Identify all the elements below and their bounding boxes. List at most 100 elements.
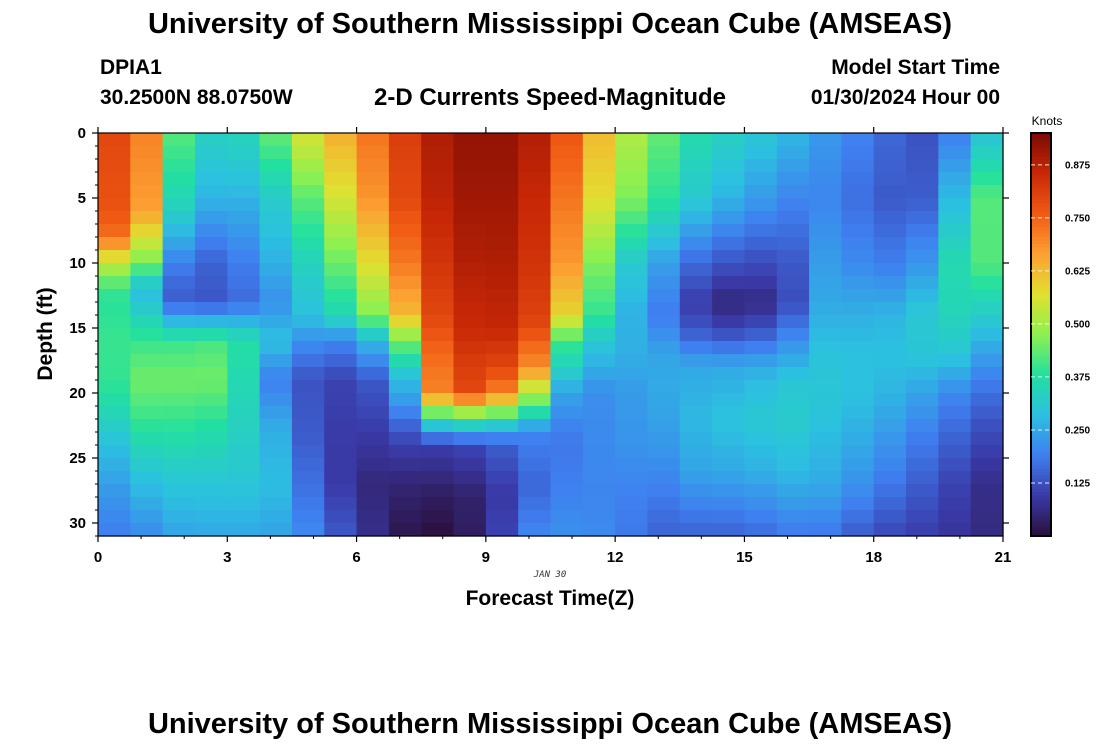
heatmap-cell	[291, 341, 325, 355]
colorbar-segment	[1031, 448, 1051, 453]
heatmap-cell	[809, 484, 842, 498]
heatmap-cell	[356, 510, 390, 524]
heatmap-cell	[194, 289, 228, 303]
heatmap-cell	[259, 302, 293, 316]
colorbar-segment	[1031, 294, 1051, 299]
heatmap-cell	[712, 510, 746, 524]
heatmap-cell	[679, 471, 713, 485]
heatmap-cell	[776, 328, 810, 342]
heatmap-cell	[938, 432, 972, 446]
heatmap-cell	[873, 458, 907, 472]
heatmap-cells	[98, 133, 1004, 537]
heatmap-cell	[421, 146, 455, 160]
heatmap-cell	[873, 510, 907, 524]
heatmap-cell	[744, 172, 778, 186]
heatmap-cell	[518, 419, 552, 433]
colorbar-segment	[1031, 378, 1051, 383]
heatmap-cell	[841, 471, 875, 485]
heatmap-cell	[421, 276, 455, 290]
heatmap-cell	[388, 211, 422, 225]
colorbar-segment	[1031, 247, 1051, 252]
colorbar-segment	[1031, 324, 1051, 329]
heatmap-cell	[259, 172, 293, 186]
heatmap-cell	[130, 224, 164, 238]
heatmap-cell	[388, 471, 422, 485]
heatmap-cell	[259, 159, 293, 173]
colorbar: 0.125 0.250 0.375 0.500 0.625 0.750 0.875	[1030, 132, 1090, 537]
heatmap-cell	[841, 211, 875, 225]
heatmap-cell	[388, 406, 422, 420]
colorbar-segment	[1031, 405, 1051, 409]
colorbar-segment	[1031, 287, 1051, 292]
heatmap-cell	[712, 445, 746, 459]
heatmap-cell	[776, 380, 810, 394]
heatmap-cell	[938, 445, 972, 459]
heatmap-cell	[421, 315, 455, 329]
heatmap-cell	[809, 211, 842, 225]
heatmap-cell	[615, 172, 649, 186]
heatmap-cell	[938, 471, 972, 485]
heatmap-cell	[259, 133, 293, 147]
heatmap-cell	[421, 354, 455, 368]
heatmap-cell	[712, 458, 746, 472]
heatmap-cell	[938, 224, 972, 238]
heatmap-cell	[970, 419, 1004, 433]
heatmap-cell	[744, 328, 778, 342]
heatmap-cell	[98, 211, 131, 225]
heatmap-cell	[356, 211, 390, 225]
heatmap-cell	[453, 328, 487, 342]
colorbar-segment	[1031, 398, 1051, 403]
heatmap-cell	[485, 445, 519, 459]
heatmap-cell	[259, 497, 293, 511]
heatmap-cell	[421, 523, 455, 537]
heatmap-cell	[518, 510, 552, 524]
colorbar-segment	[1031, 509, 1051, 514]
heatmap-cell	[550, 367, 584, 381]
colorbar-segment	[1031, 297, 1051, 302]
heatmap-cell	[744, 211, 778, 225]
heatmap-cell	[970, 302, 1004, 316]
heatmap-cell	[194, 484, 228, 498]
heatmap-cell	[421, 510, 455, 524]
heatmap-cell	[324, 224, 358, 238]
colorbar-segment	[1031, 314, 1051, 319]
heatmap-cell	[679, 497, 713, 511]
heatmap-cell	[647, 328, 681, 342]
heatmap-cell	[518, 406, 552, 420]
heatmap-cell	[324, 484, 358, 498]
heatmap-cell	[712, 289, 746, 303]
heatmap-cell	[291, 276, 325, 290]
heatmap-cell	[938, 172, 972, 186]
colorbar-segment	[1031, 438, 1051, 443]
heatmap-cell	[227, 289, 261, 303]
heatmap-cell	[615, 406, 649, 420]
heatmap-cell	[291, 471, 325, 485]
heatmap-cell	[776, 393, 810, 407]
heatmap-cell	[841, 289, 875, 303]
heatmap-cell	[582, 185, 616, 199]
heatmap-cell	[518, 432, 552, 446]
heatmap-cell	[873, 432, 907, 446]
heatmap-cell	[744, 367, 778, 381]
heatmap-cell	[227, 419, 261, 433]
colorbar-segment	[1031, 381, 1051, 386]
heatmap-cell	[776, 146, 810, 160]
colorbar-segment	[1031, 230, 1051, 235]
heatmap-cell	[550, 198, 584, 212]
heatmap-cell	[324, 523, 358, 537]
heatmap-cell	[356, 341, 390, 355]
heatmap-cell	[809, 328, 842, 342]
heatmap-cell	[98, 263, 131, 277]
heatmap-cell	[679, 380, 713, 394]
heatmap-cell	[421, 445, 455, 459]
heatmap-cell	[582, 471, 616, 485]
heatmap-cell	[776, 133, 810, 147]
colorbar-segment	[1031, 243, 1051, 248]
heatmap-cell	[194, 224, 228, 238]
heatmap-cell	[485, 393, 519, 407]
heatmap-cell	[98, 419, 131, 433]
heatmap-cell	[970, 263, 1004, 277]
heatmap-cell	[906, 250, 939, 264]
heatmap-cell	[712, 172, 746, 186]
heatmap-cell	[485, 159, 519, 173]
